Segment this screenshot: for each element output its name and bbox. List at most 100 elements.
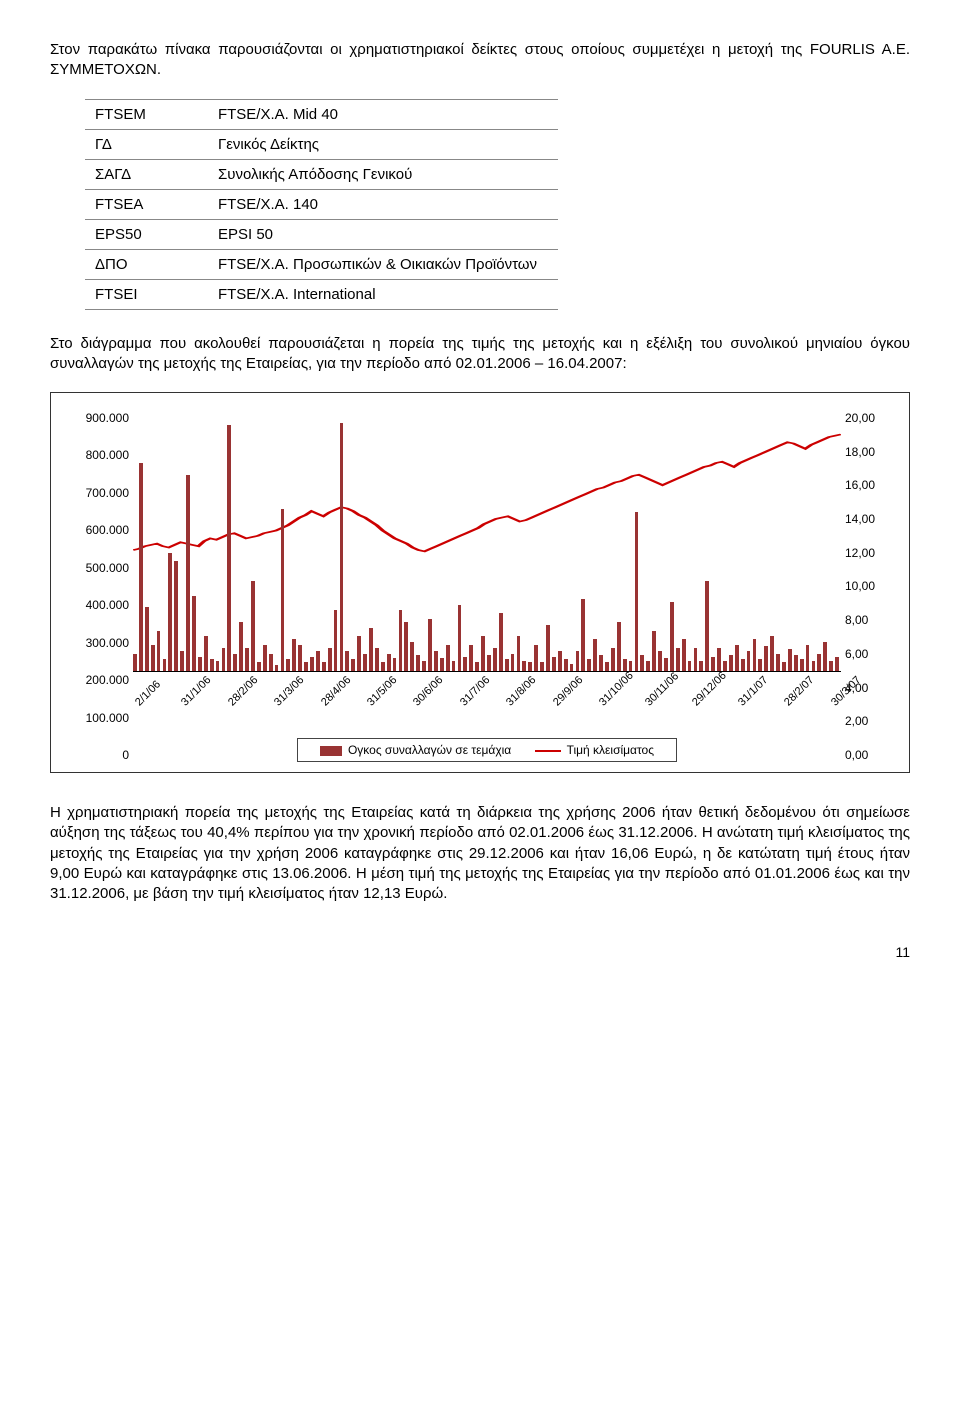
volume-bar [222, 648, 226, 671]
table-cell: FTSE/X.A. Mid 40 [208, 99, 558, 129]
volume-bar [304, 662, 308, 671]
volume-bar [688, 661, 692, 671]
volume-bar [387, 654, 391, 671]
mid-paragraph: Στο διάγραμμα που ακολουθεί παρουσιάζετα… [50, 334, 910, 375]
volume-bar [753, 639, 757, 671]
y-right-tick: 8,00 [845, 613, 891, 627]
volume-bar [652, 631, 656, 671]
volume-bar [570, 664, 574, 671]
volume-bar [340, 423, 344, 671]
volume-bar [452, 661, 456, 671]
chart-container: 900.000800.000700.000600.000500.000400.0… [50, 392, 910, 773]
volume-bar [593, 639, 597, 671]
volume-bar [281, 509, 285, 671]
volume-bar [263, 645, 267, 671]
y-right-tick: 14,00 [845, 512, 891, 526]
volume-bar [269, 654, 273, 671]
x-tick: 31/3/06 [272, 692, 289, 709]
table-row: FTSEMFTSE/X.A. Mid 40 [85, 99, 558, 129]
volume-bar [163, 659, 167, 671]
x-tick: 31/1/07 [736, 692, 753, 709]
volume-bar [540, 662, 544, 671]
table-cell: EPS50 [85, 219, 208, 249]
volume-bar [351, 659, 355, 671]
volume-bar [528, 662, 532, 671]
table-row: FTSEIFTSE/X.A. International [85, 279, 558, 309]
volume-bar [292, 639, 296, 671]
volume-bar [735, 645, 739, 671]
volume-bar [481, 636, 485, 671]
volume-bar [534, 645, 538, 671]
volume-bar [646, 661, 650, 671]
table-cell: ΔΠΟ [85, 249, 208, 279]
volume-bar [416, 655, 420, 671]
table-cell: ΓΔ [85, 129, 208, 159]
x-tick: 31/5/06 [365, 692, 382, 709]
volume-bar [422, 661, 426, 671]
legend-line-swatch [535, 750, 561, 752]
volume-bar [251, 581, 255, 671]
volume-bar [758, 659, 762, 671]
volume-bar [139, 463, 143, 671]
x-tick: 28/2/07 [782, 692, 799, 709]
legend-bar-label: Ογκος συναλλαγών σε τεμάχια [348, 743, 511, 757]
volume-bar [357, 636, 361, 671]
volume-bar [227, 425, 231, 671]
x-tick: 29/9/06 [551, 692, 568, 709]
y-left-tick: 600.000 [69, 523, 129, 537]
volume-bar [375, 648, 379, 671]
volume-bar [310, 657, 314, 671]
volume-bar [345, 651, 349, 671]
y-left-tick: 200.000 [69, 673, 129, 687]
y-left-tick: 800.000 [69, 448, 129, 462]
volume-bar [233, 654, 237, 671]
table-cell: EPSI 50 [208, 219, 558, 249]
y-axis-right: 20,0018,0016,0014,0012,0010,008,006,004,… [841, 411, 895, 762]
volume-bar [717, 648, 721, 671]
volume-bar [517, 636, 521, 671]
y-left-tick: 700.000 [69, 486, 129, 500]
volume-bar [770, 636, 774, 671]
volume-bar [747, 651, 751, 671]
volume-bar [776, 654, 780, 671]
volume-bar [741, 659, 745, 671]
volume-bar [168, 553, 172, 671]
intro-paragraph: Στον παρακάτω πίνακα παρουσιάζονται οι χ… [50, 40, 910, 81]
table-cell: FTSEM [85, 99, 208, 129]
table-cell: FTSE/X.A. 140 [208, 189, 558, 219]
volume-bar [605, 662, 609, 671]
volume-bar [257, 662, 261, 671]
volume-bar [670, 602, 674, 671]
table-row: EPS50EPSI 50 [85, 219, 558, 249]
volume-bar [664, 658, 668, 671]
volume-bar [475, 662, 479, 671]
index-table: FTSEMFTSE/X.A. Mid 40ΓΔΓενικός ΔείκτηςΣΑ… [85, 99, 558, 310]
y-left-tick: 300.000 [69, 636, 129, 650]
table-cell: Γενικός Δείκτης [208, 129, 558, 159]
volume-bar [794, 655, 798, 671]
volume-bar [522, 661, 526, 671]
table-cell: ΣΑΓΔ [85, 159, 208, 189]
volume-bar [328, 648, 332, 671]
volume-bar [599, 655, 603, 671]
volume-bar [334, 610, 338, 671]
price-path [133, 434, 841, 551]
volume-bar [829, 661, 833, 671]
page-number: 11 [50, 944, 910, 960]
x-tick: 2/1/06 [133, 692, 150, 709]
y-right-tick: 10,00 [845, 579, 891, 593]
volume-bar [823, 642, 827, 671]
volume-bar [764, 646, 768, 671]
table-row: ΓΔΓενικός Δείκτης [85, 129, 558, 159]
volume-bar [552, 657, 556, 671]
volume-bar [369, 628, 373, 671]
y-right-tick: 6,00 [845, 647, 891, 661]
volume-bar [145, 607, 149, 671]
volume-bar [316, 651, 320, 671]
y-left-tick: 900.000 [69, 411, 129, 425]
volume-bar [682, 639, 686, 671]
volume-bar [511, 654, 515, 671]
volume-bar [298, 645, 302, 671]
y-right-tick: 16,00 [845, 478, 891, 492]
volume-bar [629, 661, 633, 671]
